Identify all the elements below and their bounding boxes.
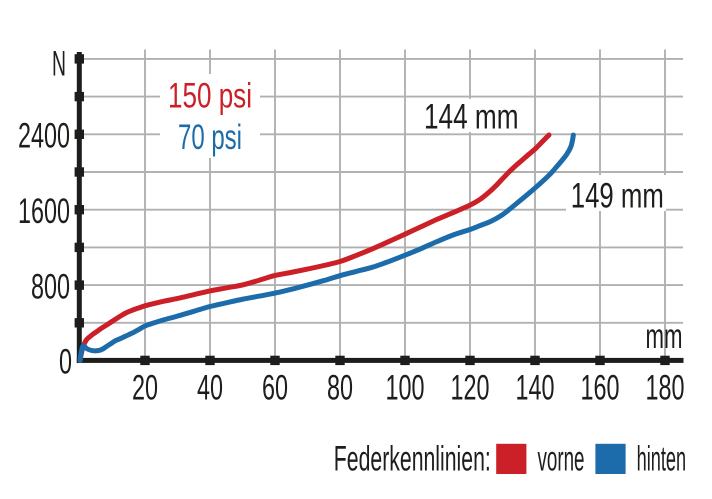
labels-layer: N mm 150 psi 70 psi 144 mm 149 mm 0 800 16… <box>18 44 685 408</box>
curves-layer <box>77 132 576 363</box>
y-axis-tick-mark <box>74 242 84 253</box>
rear-travel-annotation: 149 mm <box>571 176 664 216</box>
legend-swatch-vorne <box>496 443 527 474</box>
y-axis-tick-label: 2400 <box>18 116 70 156</box>
y-axis-tick-label: 800 <box>31 266 70 306</box>
front-pressure-annotation: 150 psi <box>168 76 252 116</box>
x-axis-tick-label: 100 <box>386 368 425 408</box>
x-axis-tick-label: 140 <box>516 368 555 408</box>
x-axis-tick-label: 180 <box>646 368 685 408</box>
x-axis-tick-mark <box>400 355 410 366</box>
legend-label-hinten: hinten <box>637 438 687 478</box>
x-axis-tick-mark <box>205 355 215 366</box>
x-axis-unit-label: mm <box>646 316 683 356</box>
x-axis-tick-mark <box>270 355 280 366</box>
y-axis-tick-mark <box>74 167 84 177</box>
x-axis-tick-mark <box>530 355 540 366</box>
x-axis-tick-mark <box>465 355 475 366</box>
y-axis-tick-mark <box>74 129 84 139</box>
x-axis-line <box>76 357 684 363</box>
x-axis-tick-label: 20 <box>132 368 158 408</box>
legend: Federkennlinien: vorne hinten <box>334 438 686 478</box>
x-axis-tick-mark <box>595 355 605 366</box>
x-axis-tick-label: 60 <box>262 368 288 408</box>
x-axis-tick-label: 40 <box>197 368 223 408</box>
y-axis-unit-label: N <box>52 44 66 84</box>
y-axis-tick-mark <box>74 205 84 215</box>
x-axis-tick-mark <box>140 355 150 366</box>
psi-labels-knockout <box>160 74 260 158</box>
front-travel-annotation: 144 mm <box>424 97 519 137</box>
x-axis-tick-label: 80 <box>327 368 353 408</box>
y-axis-tick-mark <box>74 318 84 328</box>
y-axis-tick-label: 1600 <box>18 191 70 231</box>
y-axis-tick-mark <box>74 91 84 102</box>
legend-swatch-hinten <box>595 443 626 474</box>
curve-vorne <box>77 132 552 363</box>
y-axis-tick-mark <box>74 280 84 290</box>
y-axis-tick-label: 0 <box>59 342 72 382</box>
rear-pressure-annotation: 70 psi <box>178 117 242 157</box>
legend-title: Federkennlinien: <box>334 438 491 478</box>
y-axis-tick-mark <box>74 54 84 64</box>
legend-label-vorne: vorne <box>538 438 585 478</box>
axes-layer <box>74 52 684 366</box>
x-axis-tick-label: 120 <box>451 368 490 408</box>
curve-hinten <box>77 132 576 363</box>
x-axis-tick-label: 160 <box>581 368 620 408</box>
x-axis-tick-mark <box>660 355 670 366</box>
label-149-knockout <box>566 175 666 211</box>
x-axis-tick-mark <box>335 355 345 366</box>
label-knockout-layer <box>160 74 666 211</box>
label-144-knockout <box>420 99 522 132</box>
